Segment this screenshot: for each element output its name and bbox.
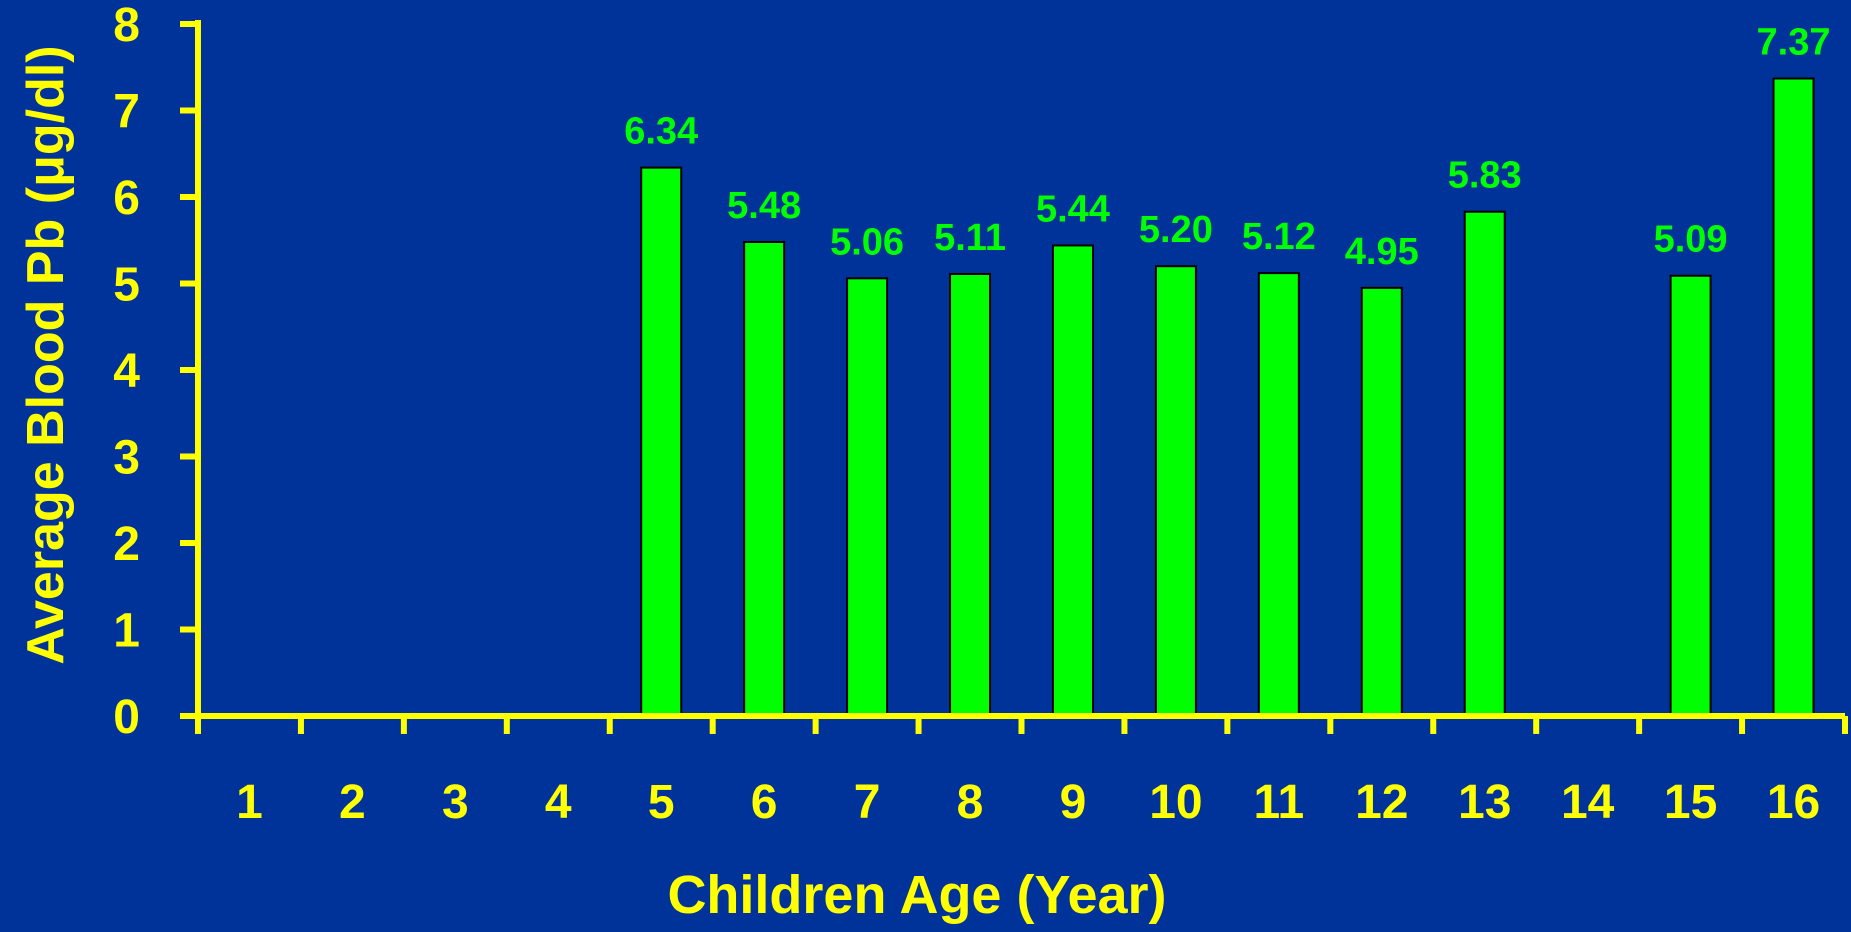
x-tick-label-8: 8 bbox=[957, 776, 984, 829]
x-tick-label-11: 11 bbox=[1253, 776, 1304, 829]
bar-age-8 bbox=[949, 272, 992, 717]
x-tick-label-5: 5 bbox=[648, 776, 675, 829]
bar-age-15 bbox=[1669, 274, 1712, 717]
bars-layer bbox=[640, 77, 1815, 718]
data-label-age-16: 7.37 bbox=[1757, 21, 1831, 63]
y-tick-label-3: 3 bbox=[113, 432, 140, 485]
x-axis-title: Children Age (Year) bbox=[667, 865, 1166, 925]
bar-age-5 bbox=[640, 166, 683, 717]
bar-age-7 bbox=[846, 277, 889, 717]
y-tick-label-7: 7 bbox=[113, 86, 140, 139]
y-axis-title: Average Blood Pb (μg/dl) bbox=[17, 45, 75, 664]
data-label-age-13: 5.83 bbox=[1448, 155, 1522, 197]
data-label-age-6: 5.48 bbox=[727, 185, 801, 227]
data-label-age-5: 6.34 bbox=[624, 111, 698, 153]
y-tick-label-2: 2 bbox=[113, 518, 140, 571]
data-label-age-7: 5.06 bbox=[830, 221, 904, 263]
x-tick-label-15: 15 bbox=[1664, 776, 1717, 829]
labels-layer: 1 2 3 46.3455.4865.0675.1185.4495.20105.121… bbox=[113, 0, 1830, 829]
x-tick-label-14: 14 bbox=[1561, 776, 1615, 829]
bar-age-12 bbox=[1360, 286, 1403, 717]
y-tick-label-4: 4 bbox=[113, 345, 140, 398]
x-tick-label-10: 10 bbox=[1149, 776, 1202, 829]
bar-age-9 bbox=[1051, 244, 1094, 717]
bar-age-13 bbox=[1463, 210, 1506, 718]
data-label-age-15: 5.09 bbox=[1654, 219, 1728, 261]
bar-age-16 bbox=[1772, 77, 1815, 718]
data-label-age-10: 5.20 bbox=[1139, 209, 1213, 251]
bar-age-6 bbox=[743, 240, 786, 717]
y-tick-label-1: 1 bbox=[113, 605, 140, 658]
x-tick-label-13: 13 bbox=[1458, 776, 1511, 829]
data-label-age-9: 5.44 bbox=[1036, 188, 1110, 230]
data-label-age-12: 4.95 bbox=[1345, 231, 1419, 273]
x-tick-label-1: 1 bbox=[236, 776, 263, 829]
x-tick-label-3: 3 bbox=[442, 776, 469, 829]
x-tick-label-4: 4 bbox=[545, 776, 572, 829]
x-tick-label-9: 9 bbox=[1060, 776, 1087, 829]
data-label-age-11: 5.12 bbox=[1242, 216, 1316, 258]
bar-age-10 bbox=[1154, 265, 1197, 717]
x-tick-label-7: 7 bbox=[854, 776, 881, 829]
x-tick-label-6: 6 bbox=[751, 776, 778, 829]
x-tick-label-2: 2 bbox=[339, 776, 366, 829]
data-label-age-8: 5.11 bbox=[934, 217, 1006, 259]
x-tick-label-12: 12 bbox=[1355, 776, 1408, 829]
y-tick-label-0: 0 bbox=[113, 691, 140, 744]
x-tick-label-16: 16 bbox=[1767, 776, 1820, 829]
y-tick-label-6: 6 bbox=[113, 172, 140, 225]
y-tick-label-5: 5 bbox=[113, 259, 140, 312]
bar-age-11 bbox=[1257, 272, 1300, 717]
y-tick-label-8: 8 bbox=[113, 0, 140, 52]
axes-layer bbox=[180, 20, 1848, 734]
